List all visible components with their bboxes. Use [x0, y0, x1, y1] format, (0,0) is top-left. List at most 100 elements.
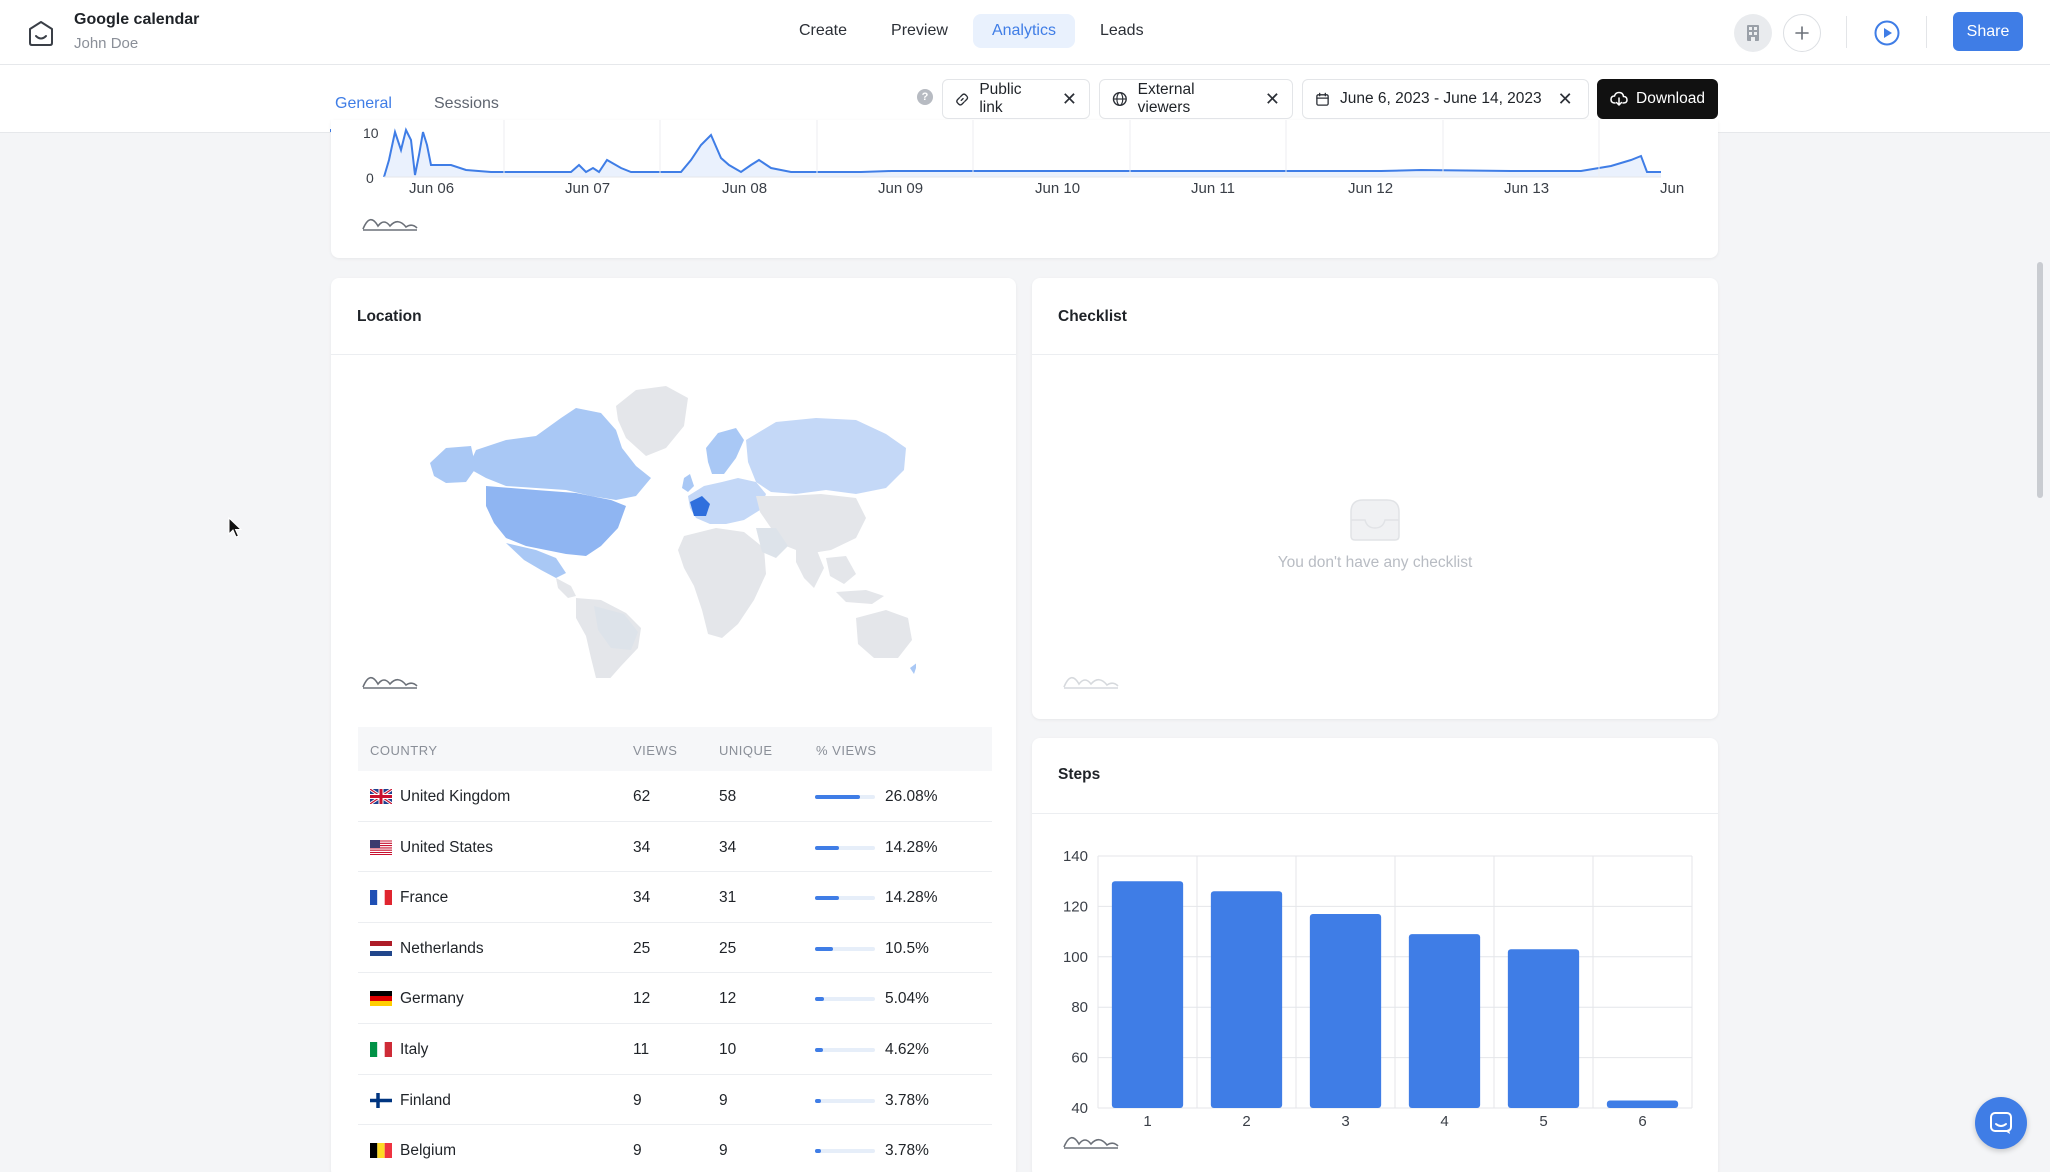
- date-range-label: June 6, 2023 - June 14, 2023: [1340, 90, 1542, 107]
- remove-external-viewers-icon[interactable]: ✕: [1264, 88, 1280, 109]
- map-greenland: [616, 386, 688, 456]
- views-value: 34: [633, 889, 651, 907]
- pct-views-value: 26.08%: [885, 788, 938, 805]
- tab-sessions[interactable]: Sessions: [434, 95, 499, 112]
- top-header: Google calendar John Doe Create Preview …: [0, 0, 2050, 65]
- play-button[interactable]: [1868, 14, 1906, 52]
- checklist-card: Checklist You don't have any checklist: [1032, 278, 1718, 719]
- flag-be-icon: [370, 1143, 392, 1159]
- chart-type-icon[interactable]: [362, 214, 418, 232]
- unique-value: 58: [719, 788, 737, 805]
- help-icon[interactable]: ?: [917, 89, 933, 105]
- avatar[interactable]: [1734, 14, 1772, 52]
- pct-views-bar-fill: [815, 1149, 821, 1154]
- y-tick-0: 0: [366, 170, 374, 186]
- pct-views-bar: [815, 795, 875, 799]
- y-tick-label: 140: [1063, 848, 1088, 865]
- map-brazil: [594, 606, 638, 650]
- external-viewers-filter[interactable]: External viewers ✕: [1099, 79, 1293, 119]
- nav-create[interactable]: Create: [799, 22, 848, 39]
- share-button[interactable]: Share: [1953, 12, 2023, 51]
- page-scrollbar[interactable]: [2037, 262, 2043, 498]
- download-button[interactable]: Download: [1597, 79, 1718, 119]
- country-name: France: [400, 889, 449, 907]
- y-tick-10: 10: [363, 125, 379, 141]
- pct-views-bar-fill: [815, 1047, 823, 1052]
- x-label-jun14: Jun: [1660, 180, 1685, 197]
- main-nav: Create Preview Analytics Leads: [780, 14, 1163, 48]
- building-icon: [1747, 25, 1759, 41]
- add-button[interactable]: [1783, 14, 1821, 52]
- map-uk: [682, 474, 694, 492]
- views-timeline-card: 10 0 Jun 06 Jun 07 Jun 08 Jun 09 Jun 10 …: [331, 120, 1718, 258]
- header-divider: [1846, 16, 1847, 48]
- country-name: Belgium: [400, 1142, 456, 1160]
- steps-title: Steps: [1058, 766, 1101, 783]
- step-bar-5: [1507, 949, 1580, 1108]
- x-tick-label: 2: [1242, 1113, 1250, 1130]
- pct-views-bar-fill: [815, 1098, 821, 1103]
- pct-views-bar: [815, 1149, 875, 1154]
- y-tick-label: 60: [1071, 1050, 1088, 1067]
- map-scandinavia: [706, 428, 744, 474]
- map-mexico: [506, 543, 566, 578]
- step-bar-3: [1309, 913, 1382, 1108]
- chat-button[interactable]: [1975, 1097, 2027, 1149]
- link-icon: [956, 92, 969, 106]
- mouse-cursor-icon: [228, 517, 242, 538]
- flag-fr-icon: [370, 890, 392, 906]
- x-label-jun06: Jun 06: [409, 180, 455, 197]
- home-icon[interactable]: [26, 18, 56, 48]
- nav-leads[interactable]: Leads: [1099, 22, 1144, 39]
- map-canada: [468, 408, 651, 500]
- external-viewers-label: External viewers: [1137, 81, 1195, 116]
- unique-value: 9: [719, 1091, 728, 1109]
- pct-views-bar: [815, 896, 875, 901]
- chart-type-icon[interactable]: [362, 672, 418, 690]
- map-asia: [756, 494, 866, 554]
- table-row: Netherlands 25 25 10.5%: [358, 923, 992, 974]
- col-country: COUNTRY: [370, 743, 438, 758]
- unique-value: 10: [719, 1040, 737, 1058]
- date-range-filter[interactable]: June 6, 2023 - June 14, 2023 ✕: [1302, 79, 1589, 119]
- pct-views-value: 14.28%: [885, 838, 938, 856]
- map-africa: [678, 528, 766, 638]
- globe-icon: [1112, 91, 1127, 107]
- remove-public-link-icon[interactable]: ✕: [1061, 88, 1077, 109]
- location-title: Location: [357, 308, 422, 325]
- world-map: [430, 386, 916, 678]
- checklist-title: Checklist: [1058, 308, 1127, 325]
- remove-date-range-icon[interactable]: ✕: [1557, 88, 1573, 109]
- views-value: 25: [633, 939, 651, 957]
- pct-views-bar: [815, 997, 875, 1002]
- chat-icon: [1990, 1112, 2012, 1134]
- nav-analytics[interactable]: Analytics: [972, 14, 1075, 48]
- map-central-america: [556, 578, 576, 598]
- nav-preview[interactable]: Preview: [891, 22, 948, 39]
- empty-checklist-message: You don't have any checklist: [1277, 554, 1473, 571]
- map-new-zealand: [910, 663, 916, 674]
- col-pct-views: % VIEWS: [816, 743, 877, 758]
- public-link-filter[interactable]: Public link ✕: [942, 79, 1090, 119]
- x-label-jun11: Jun 11: [1191, 180, 1235, 197]
- views-value: 34: [633, 838, 651, 856]
- x-label-jun07: Jun 07: [565, 180, 611, 197]
- y-tick-label: 40: [1071, 1100, 1088, 1117]
- x-tick-label: 6: [1638, 1113, 1646, 1130]
- flag-it-icon: [370, 1041, 392, 1057]
- x-label-jun12: Jun 12: [1348, 180, 1394, 197]
- flag-gb-icon: [370, 789, 392, 804]
- country-name: Germany: [400, 990, 464, 1008]
- card-divider: [1032, 813, 1718, 814]
- table-header: COUNTRY VIEWS UNIQUE % VIEWS: [358, 727, 992, 771]
- card-divider: [1032, 354, 1718, 355]
- tab-general[interactable]: General: [335, 95, 392, 112]
- chart-type-icon[interactable]: [1063, 1132, 1119, 1150]
- x-label-jun09: Jun 09: [878, 180, 924, 197]
- x-label-jun08: Jun 08: [722, 180, 768, 197]
- table-row: Italy 11 10 4.62%: [358, 1024, 992, 1075]
- pct-views-value: 14.28%: [885, 889, 938, 907]
- pct-views-bar: [815, 946, 875, 951]
- flag-de-icon: [370, 991, 392, 1007]
- chart-type-icon[interactable]: [1063, 672, 1119, 690]
